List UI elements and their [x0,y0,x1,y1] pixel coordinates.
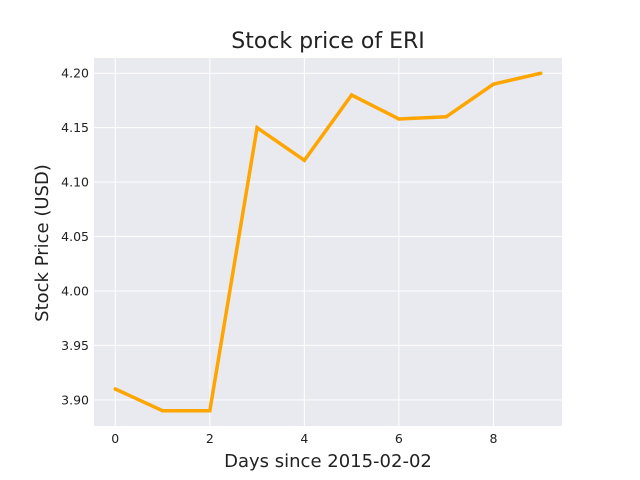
data-point [113,387,118,391]
x-axis-ticks: 0 2 4 6 8 [111,431,497,446]
data-point [444,115,448,119]
y-tick-label: 4.20 [61,66,89,81]
y-tick-label: 4.10 [61,175,89,190]
y-tick-label: 3.95 [61,338,89,353]
series-layer [113,71,543,413]
data-point [208,409,212,413]
y-tick-label: 3.90 [61,392,89,407]
x-tick-label: 2 [206,431,214,446]
x-tick-label: 0 [111,431,119,446]
data-point [538,71,543,75]
data-point [349,93,354,97]
data-point [397,117,401,121]
x-tick-label: 6 [395,431,403,446]
y-tick-label: 4.15 [61,120,89,135]
chart-title: Stock price of ERI [231,29,425,54]
data-point [160,409,165,413]
series-line [114,71,542,413]
y-tick-label: 4.00 [61,283,89,298]
y-axis-ticks: 3.90 3.95 4.00 4.05 4.10 4.15 4.20 [61,66,89,408]
data-point [255,125,259,130]
grid [94,58,562,426]
y-tick-label: 4.05 [61,229,89,244]
x-tick-label: 4 [300,431,308,446]
y-axis-label: Stock Price (USD) [32,164,53,322]
x-tick-label: 8 [489,431,497,446]
plot-area [94,58,562,426]
data-point [302,158,307,163]
data-point [491,82,496,86]
x-axis-label: Days since 2015-02-02 [224,451,432,472]
